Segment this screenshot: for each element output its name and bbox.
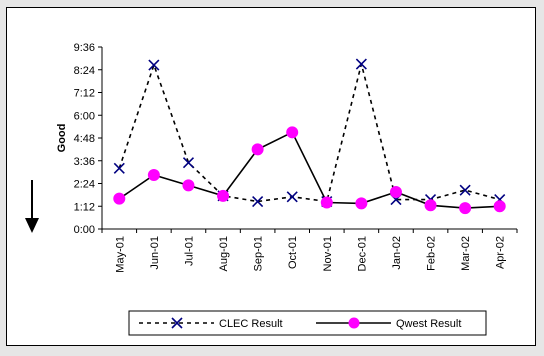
y-tick-label: 8:24	[74, 65, 95, 77]
qwest-point	[424, 199, 437, 212]
qwest-point	[389, 186, 402, 199]
x-tick-label: May-01	[114, 236, 126, 273]
clec-point	[459, 184, 471, 196]
legend-clec-marker	[171, 317, 183, 329]
qwest-point	[459, 202, 472, 215]
y-tick-label: 4:48	[74, 133, 95, 145]
y-tick-label: 9:36	[74, 42, 95, 54]
series-line-0	[118, 62, 500, 203]
line-chart: 0:00 1:12 2:24 3:36 4:48 6:00 7:12 8:24 9:36 May-…	[25, 42, 518, 336]
qwest-point	[251, 143, 264, 156]
qwest-point	[493, 200, 506, 213]
series-line-1	[118, 131, 500, 209]
clec-point	[113, 162, 125, 174]
clec-point	[182, 157, 195, 169]
y-tick-label: 0:00	[74, 224, 95, 236]
x-tick-label: Aug-01	[218, 236, 230, 271]
x-tick-label: Mar-02	[460, 236, 472, 271]
x-tick-label: Sep-01	[253, 236, 265, 271]
qwest-point	[355, 197, 368, 210]
x-tick-label: Jul-01	[183, 236, 195, 266]
qwest-point	[182, 179, 195, 192]
x-tick-label: Jun-01	[149, 236, 161, 270]
qwest-point	[286, 126, 299, 139]
x-tick-label: Apr-02	[495, 236, 507, 269]
clec-point	[252, 195, 264, 208]
chart-frame: 0:00 1:12 2:24 3:36 4:48 6:00 7:12 8:24 9:36 May-…	[6, 7, 536, 346]
y-tick-label: 6:00	[74, 110, 95, 122]
legend-clec-label: CLEC Result	[219, 318, 283, 330]
x-tick-label: Jan-02	[391, 236, 403, 270]
x-tick-label: Nov-01	[322, 236, 334, 271]
qwest-point	[320, 196, 333, 209]
qwest-point	[147, 168, 160, 181]
qwest-point	[113, 192, 126, 205]
clec-point	[148, 59, 160, 71]
legend-qwest-label: Qwest Result	[396, 318, 461, 330]
clec-point	[355, 58, 367, 70]
legend-qwest-marker	[348, 317, 360, 329]
x-tick-label: Feb-02	[426, 236, 438, 271]
y-tick-label: 1:12	[74, 201, 95, 213]
y-tick-label: 2:24	[74, 179, 95, 191]
y-tick-label: 7:12	[74, 88, 95, 100]
good-arrow-head	[25, 218, 39, 233]
clec-point	[286, 191, 298, 203]
y-tick-label: 3:36	[74, 156, 95, 168]
x-tick-label: Oct-01	[287, 236, 299, 269]
x-tick-label: Dec-01	[356, 236, 368, 271]
qwest-point	[217, 189, 230, 202]
y-axis-title: Good	[56, 124, 68, 153]
